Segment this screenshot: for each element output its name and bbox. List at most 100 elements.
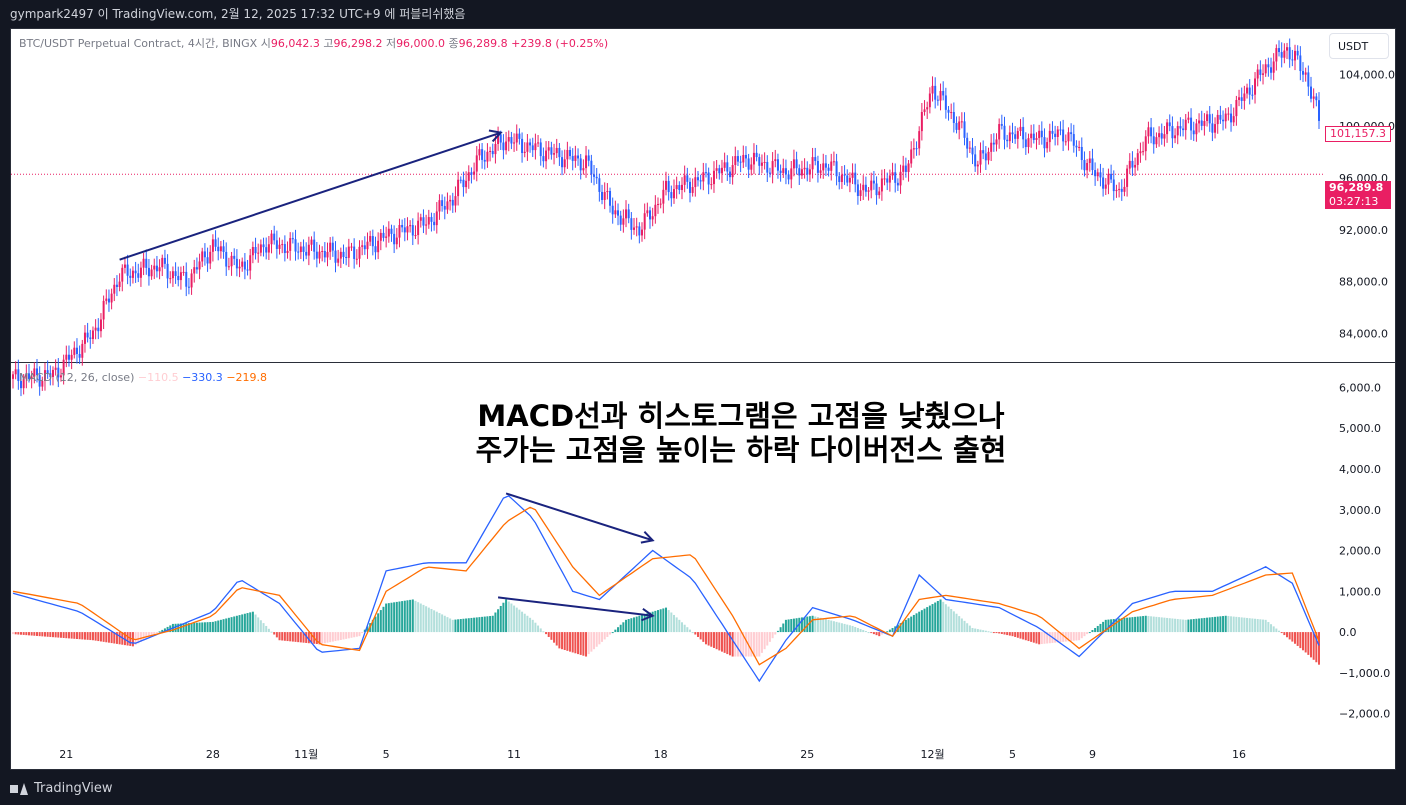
- macd-histogram-bar: [696, 632, 699, 637]
- candle-body: [617, 210, 620, 216]
- macd-histogram-bar: [1120, 618, 1123, 633]
- macd-histogram-bar: [835, 621, 838, 633]
- macd-histogram-bar: [1283, 632, 1286, 636]
- macd-histogram-bar: [728, 632, 731, 656]
- macd-histogram-bar: [665, 607, 667, 633]
- macd-histogram-bar: [139, 632, 142, 642]
- candle-body: [598, 178, 601, 192]
- candle-body: [1142, 151, 1145, 153]
- macd-histogram-bar: [433, 610, 436, 633]
- macd-histogram-bar: [814, 616, 817, 633]
- candle-body: [824, 163, 827, 168]
- candle-body: [291, 238, 294, 240]
- candle-body: [854, 172, 857, 185]
- candle-body: [1179, 126, 1182, 129]
- candle-body: [94, 327, 97, 331]
- macd-histogram-bar: [1299, 632, 1302, 649]
- candle-body: [744, 154, 747, 159]
- macd-histogram-bar: [707, 632, 710, 646]
- candle-body: [667, 180, 670, 193]
- macd-histogram-bar: [182, 623, 185, 633]
- candle-body: [398, 224, 401, 238]
- candle-body: [273, 233, 276, 241]
- macd-histogram-bar: [931, 604, 934, 633]
- candle-body: [649, 210, 652, 220]
- macd-histogram-bar: [979, 629, 982, 633]
- macd-histogram-bar: [243, 613, 246, 633]
- candle-body: [425, 224, 428, 226]
- macd-histogram-bar: [1259, 619, 1262, 633]
- macd-histogram-bar: [534, 622, 537, 633]
- macd-histogram-bar: [473, 617, 476, 633]
- candle-body: [257, 252, 260, 254]
- macd-histogram-bar: [505, 599, 508, 633]
- candle-body: [1214, 124, 1217, 133]
- candle-body: [318, 251, 321, 259]
- macd-histogram-bar: [425, 606, 428, 633]
- macd-histogram-bar: [1304, 632, 1307, 653]
- candle-body: [289, 238, 292, 251]
- candle-body: [870, 180, 873, 191]
- candle-body: [361, 245, 364, 247]
- open-label: 시: [260, 37, 271, 50]
- candle-body: [691, 187, 694, 193]
- currency-button[interactable]: USDT: [1329, 33, 1389, 59]
- candle-body: [784, 168, 787, 175]
- candle-body: [872, 180, 875, 184]
- candle-body: [1107, 173, 1110, 185]
- macd-histogram-bar: [1208, 617, 1211, 633]
- macd-histogram-bar: [94, 632, 97, 641]
- macd-axis-tick: 4,000.0: [1339, 463, 1381, 476]
- macd-histogram-bar: [992, 632, 995, 634]
- candle-body: [190, 273, 193, 288]
- macd-histogram-bar: [1056, 632, 1059, 643]
- candle-body: [1208, 114, 1211, 124]
- macd-histogram-bar: [654, 610, 657, 633]
- macd-arrow-head: [640, 530, 655, 544]
- candle-body: [366, 241, 369, 250]
- macd-histogram-bar: [688, 629, 691, 633]
- candle-body: [1211, 123, 1214, 133]
- macd-histogram-bar: [1112, 619, 1115, 633]
- candle-body: [633, 227, 636, 230]
- candle-body: [736, 156, 739, 162]
- candle-body: [70, 354, 73, 360]
- candle-body: [30, 376, 33, 379]
- macd-histogram-bar: [1174, 618, 1177, 633]
- macd-histogram-bar: [193, 622, 196, 633]
- candle-body: [984, 153, 987, 161]
- candle-body: [65, 354, 68, 360]
- macd-histogram-bar: [1232, 616, 1235, 633]
- candle-body: [174, 271, 177, 276]
- macd-histogram-bar: [299, 632, 302, 643]
- candle-body: [379, 232, 382, 241]
- macd-axis-tick: 3,000.0: [1339, 504, 1381, 517]
- candle-body: [49, 373, 52, 377]
- candle-body: [486, 151, 489, 162]
- macd-histogram-bar: [1152, 616, 1155, 633]
- candle-body: [1219, 114, 1222, 120]
- macd-histogram-bar: [46, 632, 49, 637]
- macd-histogram-bar: [334, 632, 337, 642]
- candle-body: [990, 142, 993, 152]
- macd-histogram-bar: [382, 606, 385, 633]
- macd-histogram-bar: [102, 632, 105, 642]
- candle-body: [526, 142, 529, 152]
- macd-histogram-bar: [38, 632, 41, 637]
- chart-canvas[interactable]: 84,000.088,000.092,000.096,000.0100,000.…: [11, 29, 1395, 769]
- macd-histogram-bar: [454, 619, 457, 633]
- candle-body: [939, 90, 942, 101]
- macd-histogram-bar: [880, 632, 883, 635]
- candle-body: [763, 162, 766, 164]
- macd-histogram-bar: [771, 632, 774, 639]
- candle-body: [1291, 59, 1294, 61]
- candle-body: [254, 247, 257, 254]
- high-value: 96,298.2: [333, 37, 383, 50]
- macd-histogram-bar: [435, 611, 438, 633]
- macd-histogram-bar: [752, 632, 755, 657]
- candle-body: [246, 269, 249, 271]
- candle-body: [936, 99, 939, 101]
- macd-histogram-bar: [944, 604, 947, 633]
- macd-histogram-bar: [635, 616, 638, 633]
- macd-histogram-bar: [483, 616, 486, 633]
